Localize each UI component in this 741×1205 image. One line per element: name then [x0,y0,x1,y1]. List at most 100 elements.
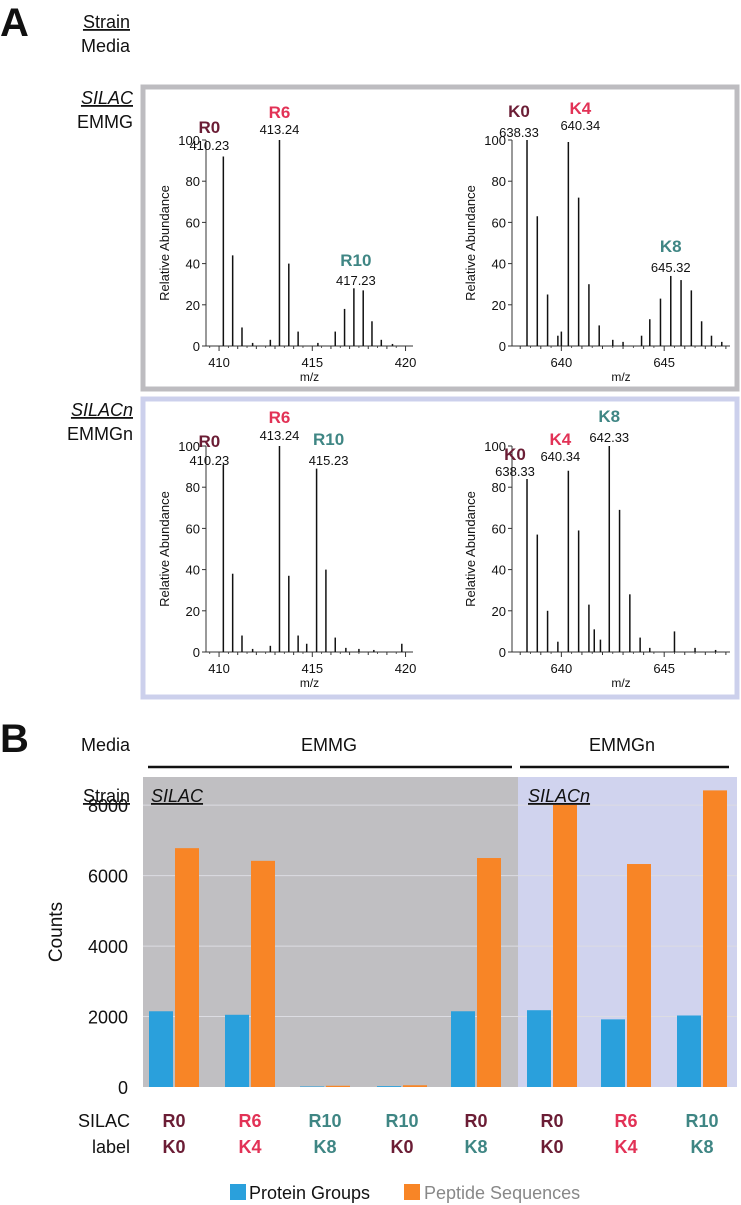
spectrum-silac-lysine: 0 20 40 60 80 100 640 645 m/z Relative Abundance K… [463,99,730,384]
bar-peptide-sequences [553,804,577,1087]
media-group-emmg: EMMG [301,735,357,755]
y-tick-label: 100 [178,439,200,454]
spectrum-silacn-lysine: 0 20 40 60 80 100 640 645 m/z Relative Abundance K… [463,407,730,690]
peak-tag-r10: R10 [313,430,344,449]
peak-mz-label: 645.32 [651,260,691,275]
peak-tag-k8: K8 [660,237,682,256]
peak-mz-label: 410.23 [189,138,229,153]
bar-protein-groups [451,1011,475,1087]
x-tick-label: 645 [653,661,675,676]
legend-swatch-peptide [404,1184,420,1200]
peak-mz-label: 413.24 [260,428,300,443]
x-axis-label: m/z [300,676,319,690]
strain-group-silacn: SILACn [528,786,590,806]
category-label-bottom: K0 [162,1137,185,1157]
category-label-bottom: K8 [690,1137,713,1157]
category-label-bottom: K0 [540,1137,563,1157]
y-tick-label: 0 [193,645,200,660]
bar-peptide-sequences [403,1085,427,1087]
category-label-top: R0 [162,1111,185,1131]
y-tick-label: 40 [492,257,506,272]
bar-protein-groups [149,1011,173,1087]
x-axis-label: m/z [300,370,319,384]
y-tick-label: 20 [186,298,200,313]
peak-tag-r10: R10 [340,251,371,270]
y-tick-label: 100 [178,133,200,148]
peak-tag-r0: R0 [198,118,220,137]
media-row-label: Media [81,735,131,755]
y-tick-label: 0 [499,339,506,354]
x-tick-label: 420 [395,661,417,676]
x-tick-label: 640 [551,355,573,370]
bar-protein-groups [225,1014,249,1087]
y-tick-label: 60 [186,521,200,536]
peak-mz-label: 642.33 [589,430,629,445]
peak-mz-label: 410.23 [189,453,229,468]
y-tick-label: 80 [492,174,506,189]
peak-tag-k4: K4 [549,430,571,449]
strain-group-silac: SILAC [151,786,204,806]
peak-tag-k0: K0 [508,102,530,121]
bar-peptide-sequences [326,1085,350,1087]
x-tick-label: 410 [208,355,230,370]
category-label-bottom: K4 [614,1137,637,1157]
bar-protein-groups [377,1086,401,1087]
y-tick-label: 0 [118,1078,128,1098]
category-label-bottom: K8 [464,1137,487,1157]
panel-a-letter: A [0,1,29,45]
peak-tag-r6: R6 [269,103,291,122]
category-label-top: R10 [385,1111,418,1131]
y-tick-label: 80 [492,480,506,495]
media-group-emmgn: EMMGn [589,735,655,755]
category-label-top: R0 [540,1111,563,1131]
category-label-top: R6 [238,1111,261,1131]
y-axis-label: Relative Abundance [157,491,172,607]
spectrum-silac-arginine: 0 20 40 60 80 100 410 415 420 m/z Relative Abundan… [157,103,416,384]
bar-protein-groups [300,1086,324,1087]
y-tick-label: 20 [492,604,506,619]
y-tick-label: 40 [186,257,200,272]
bar-peptide-sequences [477,858,501,1087]
counts-bar-chart: 0 2000 4000 6000 8000 Counts R0 K0 R6 K4 R10 K8 R10 K… [46,777,737,1157]
row-silac-strain: SILAC [81,88,134,108]
spectrum-silacn-arginine: 0 20 40 60 80 100 410 415 420 m/z Relative Abundan… [157,408,416,690]
peak-mz-label: 415.23 [309,453,349,468]
peak-mz-label: 638.33 [495,464,535,479]
legend-label-protein: Protein Groups [249,1183,370,1203]
x-tick-label: 410 [208,661,230,676]
panel-b-letter: B [0,717,29,761]
chart-legend: Protein Groups Peptide Sequences [230,1183,580,1203]
y-tick-label: 4000 [88,937,128,957]
peak-mz-label: 640.34 [540,449,580,464]
y-tick-label: 20 [492,298,506,313]
peak-mz-label: 640.34 [560,118,600,133]
category-label-top: R10 [308,1111,341,1131]
category-label-bottom: K0 [390,1137,413,1157]
peak-tag-k0: K0 [504,445,526,464]
y-tick-label: 8000 [88,796,128,816]
bar-protein-groups [677,1015,701,1087]
peak-mz-label: 413.24 [260,122,300,137]
x-tick-label: 645 [653,355,675,370]
y-tick-label: 80 [186,174,200,189]
y-tick-label: 6000 [88,867,128,887]
bar-protein-groups [527,1010,551,1087]
category-label-top: R10 [685,1111,718,1131]
y-axis-label: Relative Abundance [157,185,172,301]
strain-row-label: Strain [83,786,130,806]
y-tick-label: 100 [484,439,506,454]
category-label-top: R0 [464,1111,487,1131]
y-tick-label: 2000 [88,1008,128,1028]
peak-tag-k8: K8 [598,407,620,426]
silac-frame [140,84,740,392]
peak-tag-k4: K4 [569,99,591,118]
header-media: Media [81,36,131,56]
legend-swatch-protein [230,1184,246,1200]
category-label-bottom: K4 [238,1137,261,1157]
peak-tag-r0: R0 [198,432,220,451]
x-tick-label: 415 [301,661,323,676]
bar-protein-groups [601,1019,625,1087]
y-axis-label: Relative Abundance [463,185,478,301]
bar-peptide-sequences [627,864,651,1087]
